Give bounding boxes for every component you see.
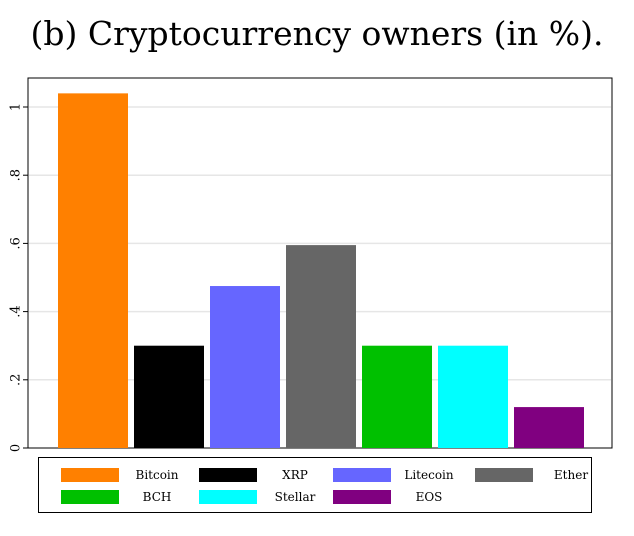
legend-label: Ether	[553, 468, 589, 482]
legend-swatch	[61, 468, 119, 482]
legend-swatch	[199, 490, 257, 504]
y-tick-label: .2	[9, 374, 24, 386]
bars	[58, 93, 584, 449]
legend-swatch	[333, 468, 391, 482]
legend-item-bch: BCH	[61, 488, 187, 506]
y-tick-label: .4	[9, 305, 24, 317]
bar-ether	[286, 245, 356, 448]
legend-label: BCH	[142, 490, 172, 504]
y-tick-label: .8	[9, 169, 24, 181]
y-tick-label: .6	[9, 237, 24, 249]
bar-bch	[362, 345, 432, 448]
legend-label: Litecoin	[404, 468, 454, 482]
chart-title: (b) Cryptocurrency owners (in %).	[30, 14, 604, 53]
legend-item-bitcoin: Bitcoin	[61, 466, 187, 484]
legend-item-xrp: XRP	[199, 466, 325, 484]
y-axis: 0 .2 .4 .6 .8 1	[9, 103, 28, 452]
legend-swatch	[333, 490, 391, 504]
legend-item-ether: Ether	[475, 466, 601, 484]
legend-label: Stellar	[274, 490, 316, 504]
legend-label: Bitcoin	[135, 468, 179, 482]
y-tick-label: 1	[9, 103, 24, 111]
legend-swatch	[61, 490, 119, 504]
bar-stellar	[438, 345, 508, 448]
legend-label: EOS	[415, 490, 443, 504]
legend-item-litecoin: Litecoin	[333, 466, 459, 484]
legend-item-eos: EOS	[333, 488, 459, 506]
bar-bitcoin	[58, 93, 128, 449]
legend-label: XRP	[282, 468, 308, 482]
legend-swatch	[199, 468, 257, 482]
y-tick-label: 0	[9, 444, 24, 452]
legend: Bitcoin XRP Litecoin Ether BCH Stellar EOS	[38, 457, 592, 513]
bar-litecoin	[210, 286, 280, 448]
bar-xrp	[134, 345, 204, 448]
legend-swatch	[475, 468, 533, 482]
bar-eos	[514, 407, 584, 448]
legend-item-stellar: Stellar	[199, 488, 325, 506]
